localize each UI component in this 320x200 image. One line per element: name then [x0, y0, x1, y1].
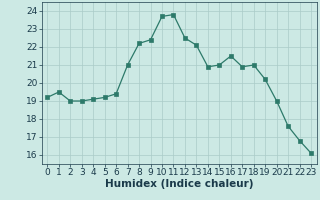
X-axis label: Humidex (Indice chaleur): Humidex (Indice chaleur)	[105, 179, 253, 189]
